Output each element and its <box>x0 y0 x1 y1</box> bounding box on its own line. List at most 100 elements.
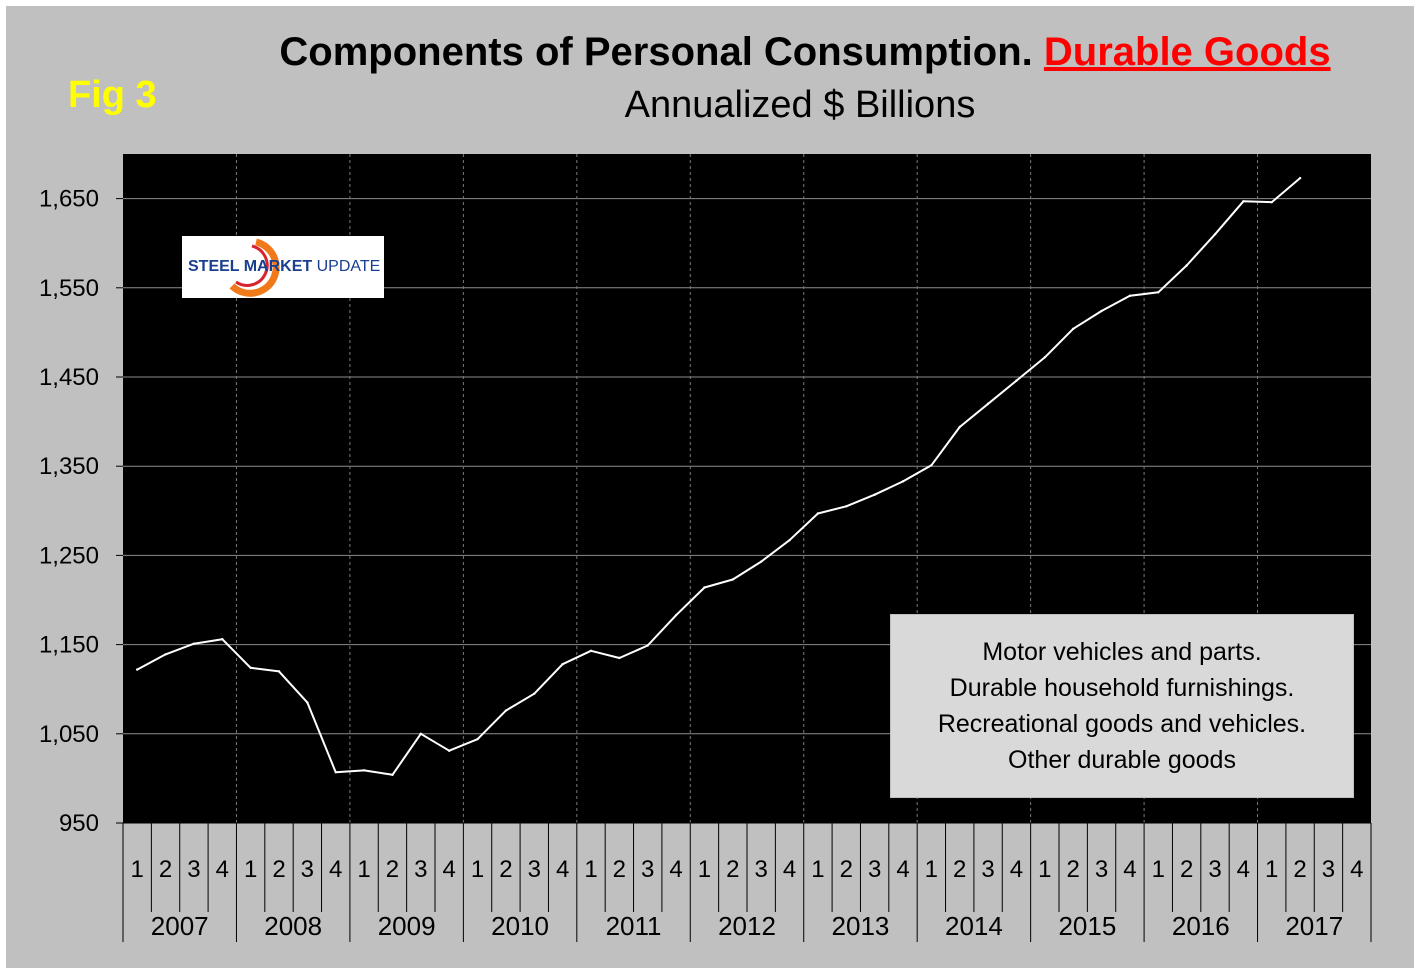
quarter-label: 2 <box>613 856 626 883</box>
quarter-label: 4 <box>783 856 796 883</box>
quarter-label: 1 <box>584 856 597 883</box>
data-point <box>391 773 394 777</box>
data-point <box>646 644 649 647</box>
data-point <box>249 666 252 669</box>
data-point <box>306 701 309 704</box>
year-label: 2011 <box>606 911 662 941</box>
quarter-label: 3 <box>641 856 654 883</box>
data-point <box>1270 200 1273 204</box>
quarter-label: 2 <box>499 856 512 883</box>
logo-text-light: UPDATE <box>312 258 381 275</box>
quarter-label: 4 <box>556 856 569 883</box>
y-axis: 950 1,050 1,150 1,250 1,350 1,450 1,550 1,650 <box>39 186 123 837</box>
quarter-label: 1 <box>698 856 711 883</box>
series-line-durable-goods <box>136 177 1301 776</box>
data-point <box>1071 327 1075 331</box>
quarter-label: 3 <box>1095 856 1108 883</box>
year-label: 2017 <box>1285 911 1343 941</box>
logo-text-bold: STEEL MARKET <box>188 258 313 275</box>
quarter-label: 1 <box>357 856 370 883</box>
data-point <box>589 649 593 653</box>
data-point <box>1213 233 1217 236</box>
y-tick-label: 1,550 <box>39 275 99 302</box>
logo-arc-icon <box>229 238 280 297</box>
quarter-label: 4 <box>1123 856 1136 883</box>
series-layer <box>135 176 1302 777</box>
quarter-label: 4 <box>1237 856 1250 883</box>
title-highlight: Durable Goods <box>1043 30 1331 74</box>
quarter-label: 4 <box>896 856 909 883</box>
quarter-label: 2 <box>159 856 172 883</box>
quarter-label: 2 <box>1180 856 1193 883</box>
data-point <box>986 402 990 405</box>
data-point <box>221 638 224 641</box>
quarter-label: 3 <box>1208 856 1221 883</box>
data-point <box>1043 356 1047 359</box>
year-label: 2013 <box>832 911 890 941</box>
quarter-label: 4 <box>329 856 342 883</box>
data-point <box>845 505 848 508</box>
data-point <box>164 653 167 656</box>
y-tick-label: 1,450 <box>39 364 99 391</box>
data-point <box>277 670 281 673</box>
data-point <box>674 613 678 617</box>
quarter-label: 1 <box>925 856 938 883</box>
data-point <box>1185 264 1188 267</box>
quarter-label: 3 <box>1322 856 1335 883</box>
quarter-label: 1 <box>244 856 257 883</box>
year-label: 2010 <box>491 911 549 941</box>
data-point <box>703 586 706 589</box>
data-point <box>192 642 196 645</box>
data-point <box>362 769 366 772</box>
data-point <box>901 480 905 483</box>
quarter-label: 2 <box>726 856 739 883</box>
y-tick-label: 1,050 <box>39 721 99 748</box>
quarter-label: 3 <box>301 856 314 883</box>
data-point <box>533 692 536 695</box>
note-line: Recreational goods and vehicles. <box>937 710 1307 738</box>
year-label: 2014 <box>945 911 1003 941</box>
year-label: 2015 <box>1058 911 1116 941</box>
data-point <box>135 668 139 671</box>
quarter-label: 2 <box>272 856 285 883</box>
data-point <box>731 578 735 581</box>
components-note-box: Motor vehicles and parts. Durable househ… <box>890 614 1354 798</box>
chart-title: Components of Personal Consumption. Dura… <box>250 30 1360 75</box>
quarter-label: 2 <box>953 856 966 883</box>
data-point <box>1015 379 1018 382</box>
data-point <box>930 464 933 467</box>
chart-subtitle: Annualized $ Billions <box>624 84 976 126</box>
quarter-label: 3 <box>981 856 994 883</box>
year-label: 2008 <box>264 911 322 941</box>
quarter-label: 3 <box>414 856 427 883</box>
quarter-label: 2 <box>386 856 399 883</box>
y-tick-label: 950 <box>59 810 99 837</box>
quarter-label: 1 <box>471 856 484 883</box>
data-point <box>447 749 451 752</box>
y-tick-label: 1,650 <box>39 186 99 213</box>
title-main: Components of Personal Consumption. <box>279 30 1044 74</box>
quarter-label: 1 <box>811 856 824 883</box>
y-tick-label: 1,250 <box>39 542 99 569</box>
data-point <box>1128 294 1132 298</box>
note-line: Motor vehicles and parts. <box>982 638 1262 666</box>
note-line: Other durable goods <box>1008 746 1236 774</box>
logo-text: STEEL MARKET UPDATE <box>188 258 380 276</box>
quarter-label: 2 <box>1293 856 1306 883</box>
year-label: 2016 <box>1172 911 1230 941</box>
steel-market-update-logo: STEEL MARKET UPDATE <box>182 236 384 298</box>
quarter-label: 3 <box>187 856 200 883</box>
quarter-label: 4 <box>669 856 682 883</box>
quarter-label: 4 <box>1350 856 1363 883</box>
quarter-label: 1 <box>1038 856 1051 883</box>
figure-label: Fig 3 <box>68 74 157 116</box>
quarter-label: 2 <box>840 856 853 883</box>
data-point <box>1242 200 1245 203</box>
quarter-label: 4 <box>443 856 456 883</box>
data-point <box>1298 176 1302 180</box>
year-label: 2012 <box>718 911 776 941</box>
quarter-label: 4 <box>216 856 229 883</box>
